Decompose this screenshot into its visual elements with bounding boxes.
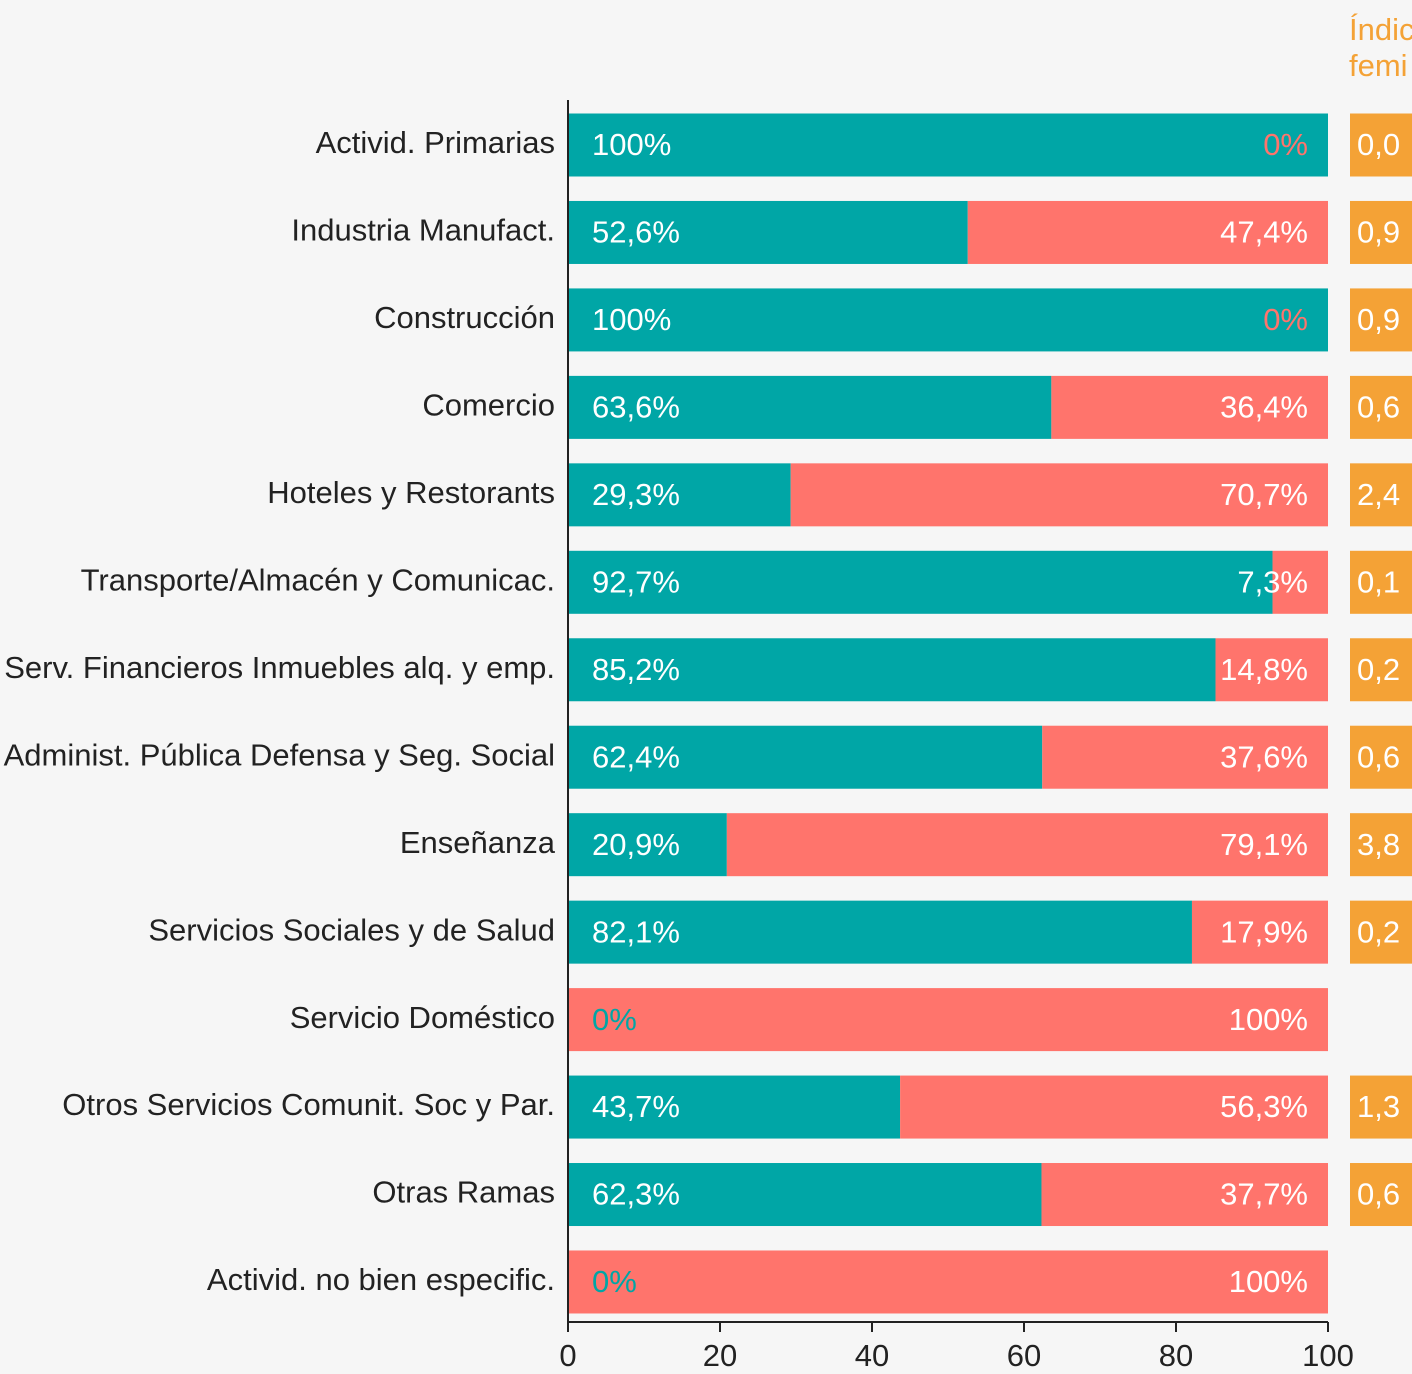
index-box	[1350, 900, 1412, 964]
x-tick-label: 0	[559, 1338, 576, 1373]
bar-segment	[1191, 900, 1328, 964]
bar-segment	[726, 813, 1328, 877]
index-box	[1350, 638, 1412, 702]
index-label: 0,9	[1357, 302, 1400, 337]
bar-segment	[1215, 638, 1328, 702]
value-label: 7,3%	[1237, 564, 1308, 599]
index-label: 1,3	[1357, 1089, 1400, 1124]
value-label: 0%	[1263, 127, 1308, 162]
value-label: 56,3%	[1220, 1089, 1308, 1124]
value-label: 100%	[592, 127, 671, 162]
x-tick-label: 100	[1302, 1338, 1354, 1373]
index-label: 0,0	[1357, 127, 1400, 162]
index-box	[1350, 113, 1412, 177]
value-label: 29,3%	[592, 477, 680, 512]
category-label: Activid. no bien especific.	[207, 1262, 555, 1297]
x-tick-label: 80	[1159, 1338, 1193, 1373]
index-box	[1350, 813, 1412, 877]
value-label: 17,9%	[1220, 914, 1308, 949]
index-box	[1350, 725, 1412, 789]
bar-segment	[568, 463, 791, 527]
x-tick-label: 60	[1007, 1338, 1041, 1373]
bar-segment	[900, 1075, 1328, 1139]
category-label: Enseñanza	[400, 825, 556, 860]
bar-segment	[568, 113, 1328, 177]
value-label: 47,4%	[1220, 215, 1308, 250]
value-label: 43,7%	[592, 1089, 680, 1124]
value-label: 82,1%	[592, 914, 680, 949]
value-label: 37,6%	[1220, 739, 1308, 774]
index-label: 0,2	[1357, 652, 1400, 687]
value-label: 79,1%	[1220, 827, 1308, 862]
bar-segment	[568, 1250, 1328, 1314]
index-box	[1350, 550, 1412, 614]
bar-segment	[568, 200, 968, 264]
category-label: Otras Ramas	[372, 1175, 555, 1210]
value-label: 62,4%	[592, 739, 680, 774]
value-label: 0%	[1263, 302, 1308, 337]
bar-segment	[790, 463, 1328, 527]
x-tick-label: 40	[855, 1338, 889, 1373]
bar-segment	[1051, 375, 1328, 439]
value-label: 20,9%	[592, 827, 680, 862]
value-label: 92,7%	[592, 564, 680, 599]
category-label: Hoteles y Restorants	[267, 475, 555, 510]
index-label: 0,2	[1357, 914, 1400, 949]
category-label: Construcción	[374, 300, 555, 335]
value-label: 70,7%	[1220, 477, 1308, 512]
index-title: Índic	[1349, 12, 1412, 47]
bar-segment	[568, 725, 1043, 789]
x-tick-label: 20	[703, 1338, 737, 1373]
value-label: 100%	[1229, 1264, 1308, 1299]
bar-segment	[568, 375, 1052, 439]
value-label: 62,3%	[592, 1177, 680, 1212]
index-label: 3,8	[1357, 827, 1400, 862]
value-label: 0%	[592, 1002, 637, 1037]
index-title: femi	[1349, 48, 1408, 83]
bar-segment	[568, 638, 1216, 702]
index-box	[1350, 375, 1412, 439]
index-label: 2,4	[1357, 477, 1400, 512]
index-label: 0,9	[1357, 215, 1400, 250]
value-label: 100%	[592, 302, 671, 337]
bar-segment	[1041, 1163, 1328, 1227]
index-box	[1350, 1075, 1412, 1139]
category-label: Industria Manufact.	[291, 213, 555, 248]
category-label: Servicios Sociales y de Salud	[148, 912, 555, 947]
category-label: Administ. Pública Defensa y Seg. Social	[4, 737, 555, 772]
index-label: 0,6	[1357, 739, 1400, 774]
bar-segment	[568, 988, 1328, 1052]
bar-segment	[967, 200, 1328, 264]
bar-segment	[1042, 725, 1328, 789]
value-label: 14,8%	[1220, 652, 1308, 687]
bar-segment	[1272, 550, 1328, 614]
index-box	[1350, 288, 1412, 352]
category-label: Comercio	[422, 388, 555, 423]
category-label: Servicio Doméstico	[290, 1000, 555, 1035]
index-box	[1350, 1163, 1412, 1227]
bar-segment	[568, 1163, 1042, 1227]
bar-segment	[568, 1075, 901, 1139]
value-label: 36,4%	[1220, 390, 1308, 425]
bar-segment	[568, 813, 727, 877]
category-label: Activid. Primarias	[316, 125, 555, 160]
bar-segment	[568, 900, 1192, 964]
index-label: 0,1	[1357, 564, 1400, 599]
bar-segment	[568, 288, 1328, 352]
index-box	[1350, 200, 1412, 264]
value-label: 100%	[1229, 1002, 1308, 1037]
value-label: 37,7%	[1220, 1177, 1308, 1212]
category-label: Serv. Financieros Inmuebles alq. y emp.	[4, 650, 555, 685]
category-label: Otros Servicios Comunit. Soc y Par.	[62, 1087, 555, 1122]
category-label: Transporte/Almacén y Comunicac.	[81, 562, 555, 597]
value-label: 63,6%	[592, 390, 680, 425]
index-box	[1350, 463, 1412, 527]
value-label: 0%	[592, 1264, 637, 1299]
value-label: 85,2%	[592, 652, 680, 687]
index-label: 0,6	[1357, 390, 1400, 425]
bar-segment	[568, 550, 1273, 614]
index-label: 0,6	[1357, 1177, 1400, 1212]
value-label: 52,6%	[592, 215, 680, 250]
